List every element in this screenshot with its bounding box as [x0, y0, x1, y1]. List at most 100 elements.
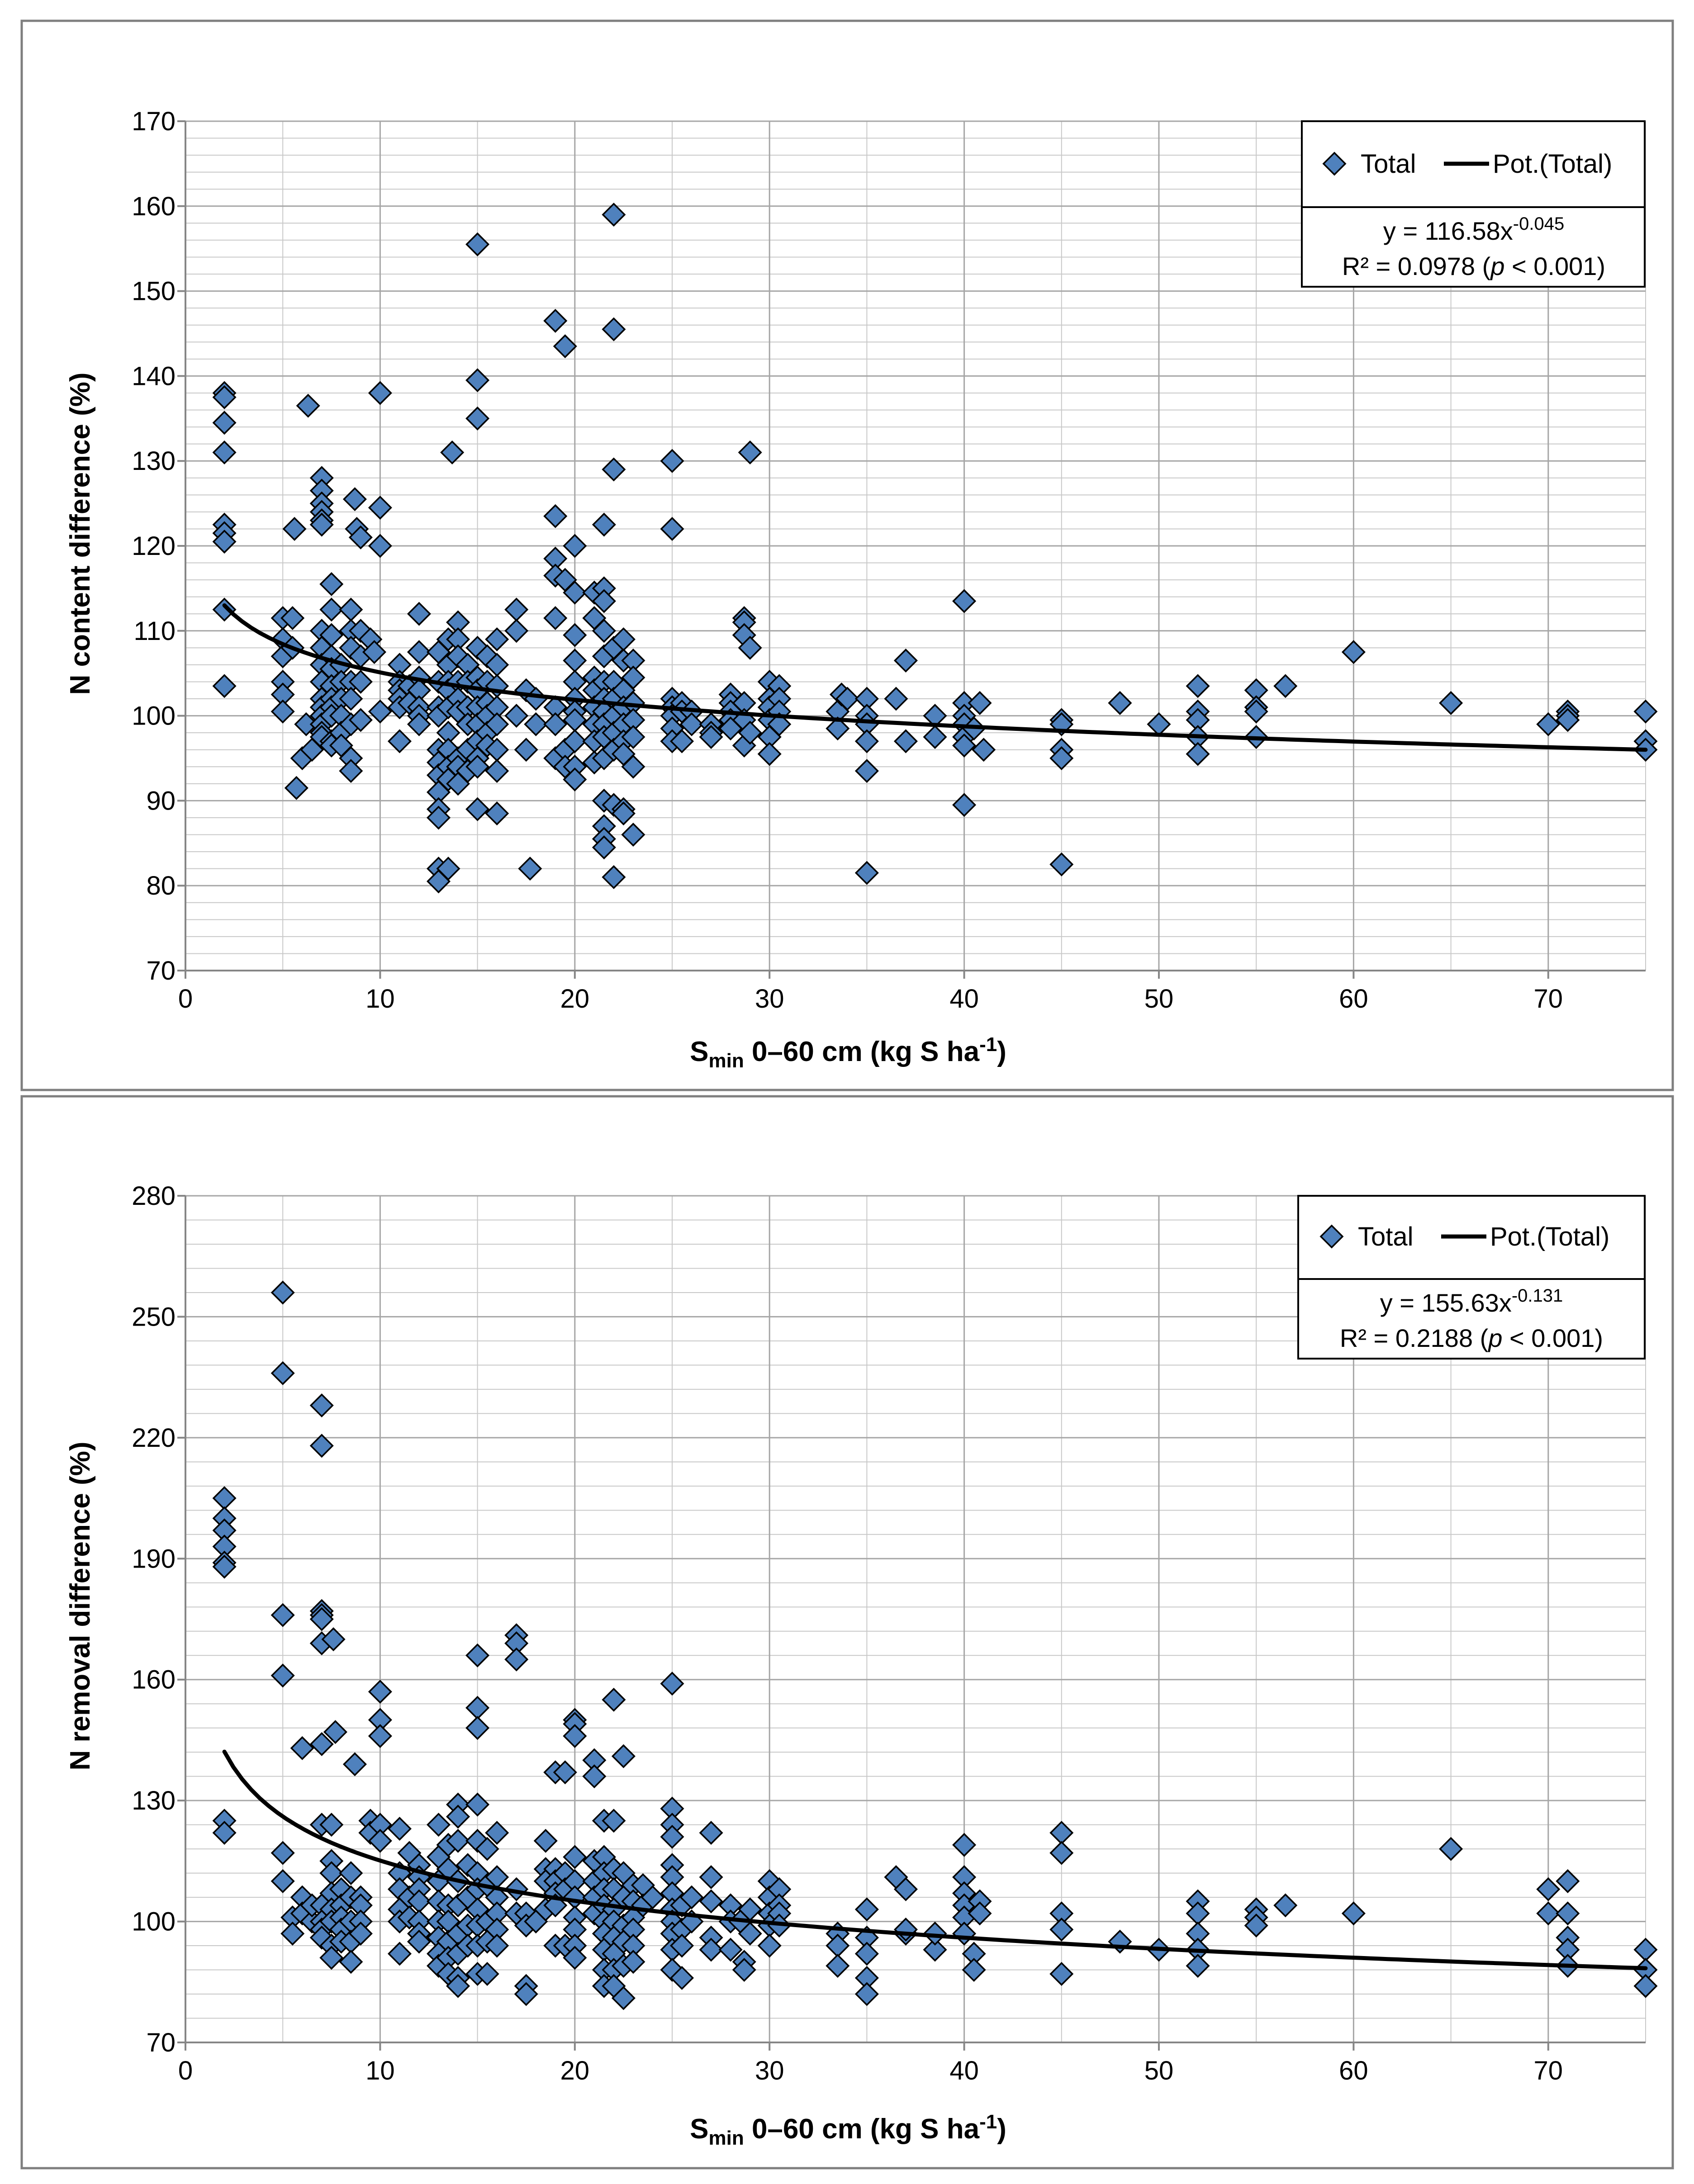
y-tick-label: 100	[132, 1907, 176, 1937]
y-tick-label: 140	[132, 361, 176, 391]
data-point	[1244, 699, 1268, 724]
data-point	[339, 759, 363, 783]
data-point	[923, 1921, 947, 1946]
data-point	[1186, 708, 1210, 732]
data-point	[212, 1486, 237, 1511]
data-point	[1244, 1913, 1268, 1938]
data-point	[1273, 1893, 1298, 1918]
data-point	[553, 334, 577, 359]
data-point	[602, 317, 626, 341]
data-point	[1536, 1877, 1561, 1901]
x-tick-label: 30	[755, 2056, 784, 2085]
data-point	[563, 1869, 587, 1893]
data-point	[1049, 746, 1074, 771]
data-point	[309, 1732, 334, 1756]
data-point	[592, 619, 616, 643]
y-tick-label: 100	[132, 701, 176, 731]
data-point	[339, 746, 363, 771]
data-point	[309, 1434, 334, 1458]
equation-box-frame	[1301, 206, 1646, 288]
data-point	[543, 712, 568, 736]
x-axis-title-main: S	[690, 2113, 708, 2145]
data-point	[893, 1877, 918, 1901]
y-tick-label: 160	[132, 192, 176, 221]
data-point	[732, 610, 756, 635]
data-point	[465, 1716, 490, 1740]
data-point	[563, 754, 587, 779]
data-point	[270, 682, 295, 707]
r-squared-text: R² = 0.2188 (p < 0.001)	[1340, 1324, 1603, 1352]
data-point	[854, 1897, 879, 1922]
data-point	[339, 597, 363, 622]
x-tick-label: 10	[365, 984, 395, 1014]
data-point	[952, 1833, 977, 1857]
data-point	[270, 1280, 295, 1305]
data-point	[543, 695, 568, 720]
data-point	[611, 1986, 636, 2010]
data-point	[504, 597, 529, 622]
data-points	[212, 1280, 1658, 2010]
data-point	[319, 1861, 344, 1886]
x-axis-title-close: )	[997, 1036, 1006, 1067]
data-point	[368, 1679, 392, 1704]
r2-prefix: R² = 0.0978 (	[1342, 252, 1491, 280]
data-point	[514, 738, 538, 762]
data-point	[387, 1942, 412, 1966]
axes	[177, 1195, 1646, 2051]
data-point	[621, 1933, 645, 1958]
r2-p-symbol: p	[1490, 252, 1504, 280]
y-tick-label: 90	[146, 786, 176, 815]
data-point	[407, 1929, 431, 1954]
y-tick-label: 280	[132, 1181, 176, 1211]
r-squared-text: R² = 0.0978 (p < 0.001)	[1342, 252, 1605, 280]
data-point	[1108, 691, 1132, 715]
data-point	[952, 589, 977, 613]
data-point	[485, 1885, 509, 1909]
x-tick-labels: 0 10 20 30 40 50 60 70	[178, 984, 1563, 1014]
y-tick-label: 70	[146, 956, 176, 985]
data-point	[485, 738, 509, 762]
data-point	[436, 720, 460, 745]
data-point	[407, 678, 431, 702]
x-tick-label: 50	[1144, 984, 1174, 1014]
data-point	[660, 1672, 684, 1696]
data-point	[514, 1982, 538, 2006]
data-point	[621, 708, 645, 732]
data-point	[387, 729, 412, 753]
data-point	[504, 619, 529, 643]
data-point	[854, 861, 879, 885]
data-point	[1186, 1889, 1210, 1914]
equation-prefix: y = 155.63x	[1380, 1289, 1512, 1317]
data-point	[592, 576, 616, 601]
data-point	[309, 1393, 334, 1418]
data-point	[212, 1506, 237, 1530]
data-point	[309, 466, 334, 490]
legend-label-trend: Pot.(Total)	[1493, 149, 1612, 179]
data-point	[563, 580, 587, 605]
data-point	[368, 699, 392, 724]
data-point	[342, 1752, 367, 1777]
data-point	[440, 440, 465, 464]
data-point	[485, 1917, 509, 1942]
data-point	[893, 649, 918, 673]
y-tick-label: 170	[132, 107, 176, 136]
data-point	[968, 691, 992, 715]
data-point	[485, 695, 509, 720]
data-point	[362, 640, 387, 664]
data-point	[543, 546, 568, 571]
data-point	[368, 534, 392, 558]
data-point	[284, 776, 308, 800]
data-point	[348, 669, 373, 694]
data-point	[1186, 1901, 1210, 1926]
data-point	[621, 823, 645, 847]
data-point	[485, 1865, 509, 1890]
legend: Total Pot.(Total)	[1297, 1195, 1646, 1280]
x-axis-title: Smin 0–60 cm (kg S ha-1)	[690, 1033, 1006, 1072]
data-point	[962, 1942, 986, 1966]
y-axis-title: N content difference (%)	[65, 372, 96, 695]
data-point	[427, 1813, 451, 1837]
data-point	[826, 1954, 850, 1978]
data-point	[732, 1958, 756, 1982]
data-point	[679, 1885, 704, 1909]
equation-box: y = 116.58x-0.045 R² = 0.0978 (p < 0.001…	[1301, 206, 1646, 288]
